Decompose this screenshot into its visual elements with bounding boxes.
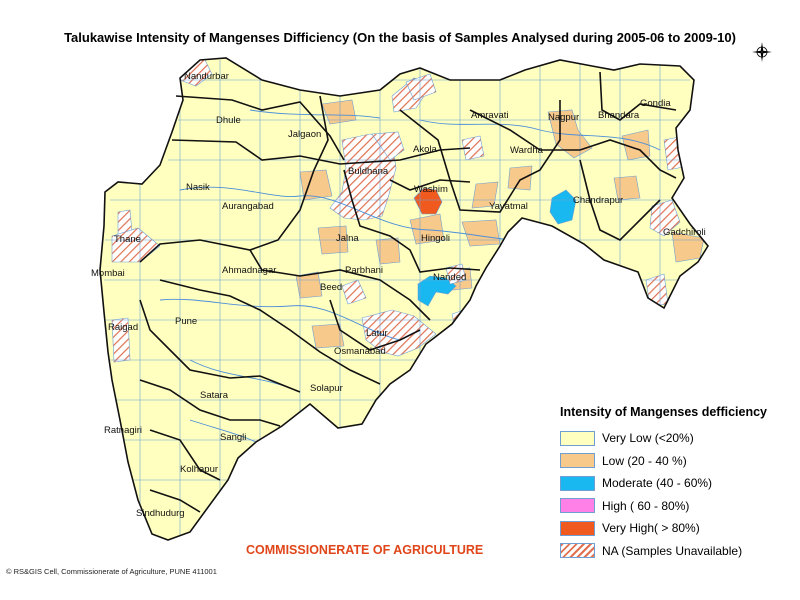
moderate-intensity-talukas xyxy=(417,189,577,307)
district-label-kolhapur: Kolhapur xyxy=(180,464,218,475)
legend-item: High ( 60 - 80%) xyxy=(560,495,796,518)
very-high-intensity-talukas xyxy=(413,187,443,215)
legend-title: Intensity of Mangenses defficiency xyxy=(560,405,767,419)
district-label-raigad: Raigad xyxy=(108,322,138,333)
district-label-wardha: Wardha xyxy=(510,145,544,156)
legend-item: Moderate (40 - 60%) xyxy=(560,472,796,495)
map-title: Talukawise Intensity of Mangenses Diffic… xyxy=(64,30,736,45)
district-label-chandrapur: Chandrapur xyxy=(573,195,623,206)
district-boundaries xyxy=(99,57,709,541)
legend-item: Very High( > 80%) xyxy=(560,517,796,540)
district-label-amravati: Amravati xyxy=(471,110,508,121)
district-label-osmanabad: Osmanabad xyxy=(334,346,386,357)
organization-name: COMMISSIONERATE OF AGRICULTURE xyxy=(246,543,484,557)
district-label-latur: Latur xyxy=(366,328,388,339)
district-label-nanded: Nanded xyxy=(433,272,466,283)
legend-swatch xyxy=(560,475,595,491)
district-labels: Nandurbar Dhule Jalgaon Amravati Nagpur Bhand… xyxy=(91,71,706,519)
district-label-gondia: Gondia xyxy=(640,98,671,109)
district-label-yavatmal: Yavatmal xyxy=(489,201,528,212)
district-label-akola: Akola xyxy=(413,144,437,155)
district-label-nasik: Nasik xyxy=(186,182,210,193)
district-label-ahmadnagar: Ahmadnagar xyxy=(222,265,276,276)
legend-label: Moderate (40 - 60%) xyxy=(602,476,713,491)
district-label-sangli: Sangli xyxy=(220,432,246,443)
district-label-sindhudurg: Sindhudurg xyxy=(136,508,185,519)
district-label-mombai: Mombai xyxy=(91,268,125,279)
legend-label: NA (Samples Unavailable) xyxy=(602,543,743,558)
district-label-bhandara: Bhandara xyxy=(598,110,640,121)
legend-swatch xyxy=(560,498,595,514)
district-label-satara: Satara xyxy=(200,390,229,401)
district-label-nandurbar: Nandurbar xyxy=(184,71,229,82)
legend-item: NA (Samples Unavailable) xyxy=(560,540,796,563)
legend-items: Very Low (<20%) Low (20 - 40 %) Moderate (… xyxy=(560,427,796,562)
legend-swatch xyxy=(560,453,595,469)
district-label-beed: Beed xyxy=(320,282,342,293)
district-label-nagpur: Nagpur xyxy=(548,112,579,123)
legend-item: Low (20 - 40 %) xyxy=(560,450,796,473)
district-label-solapur: Solapur xyxy=(310,383,343,394)
legend: Intensity of Mangenses defficiency Very … xyxy=(560,405,796,562)
taluka-boundaries xyxy=(104,60,705,540)
district-label-ratnagiri: Ratnagiri xyxy=(104,425,142,436)
legend-item: Very Low (<20%) xyxy=(560,427,796,450)
district-label-jalgaon: Jalgaon xyxy=(288,129,321,140)
district-label-parbhani: Parbhani xyxy=(345,265,383,276)
legend-label: Low (20 - 40 %) xyxy=(602,453,687,468)
district-label-thane: Thane xyxy=(114,234,141,245)
district-label-washim: Washim xyxy=(414,184,448,195)
legend-swatch xyxy=(560,543,595,559)
district-label-pune: Pune xyxy=(175,316,197,327)
legend-swatch xyxy=(560,520,595,536)
district-label-dhule: Dhule xyxy=(216,115,241,126)
legend-label: Very Low (<20%) xyxy=(602,431,694,446)
district-label-aurangabad: Aurangabad xyxy=(222,201,274,212)
legend-label: Very High( > 80%) xyxy=(602,521,700,536)
compass-rose-icon xyxy=(752,42,772,62)
legend-swatch xyxy=(560,430,595,446)
district-label-buldhana: Buldhana xyxy=(348,166,389,177)
district-label-jalna: Jalna xyxy=(336,233,359,244)
legend-label: High ( 60 - 80%) xyxy=(602,498,690,513)
copyright-credit: © RS&GIS Cell, Commissionerate of Agricu… xyxy=(6,567,217,576)
district-label-gadchiroli: Gadchiroli xyxy=(663,227,706,238)
district-label-hingoli: Hingoli xyxy=(421,233,450,244)
